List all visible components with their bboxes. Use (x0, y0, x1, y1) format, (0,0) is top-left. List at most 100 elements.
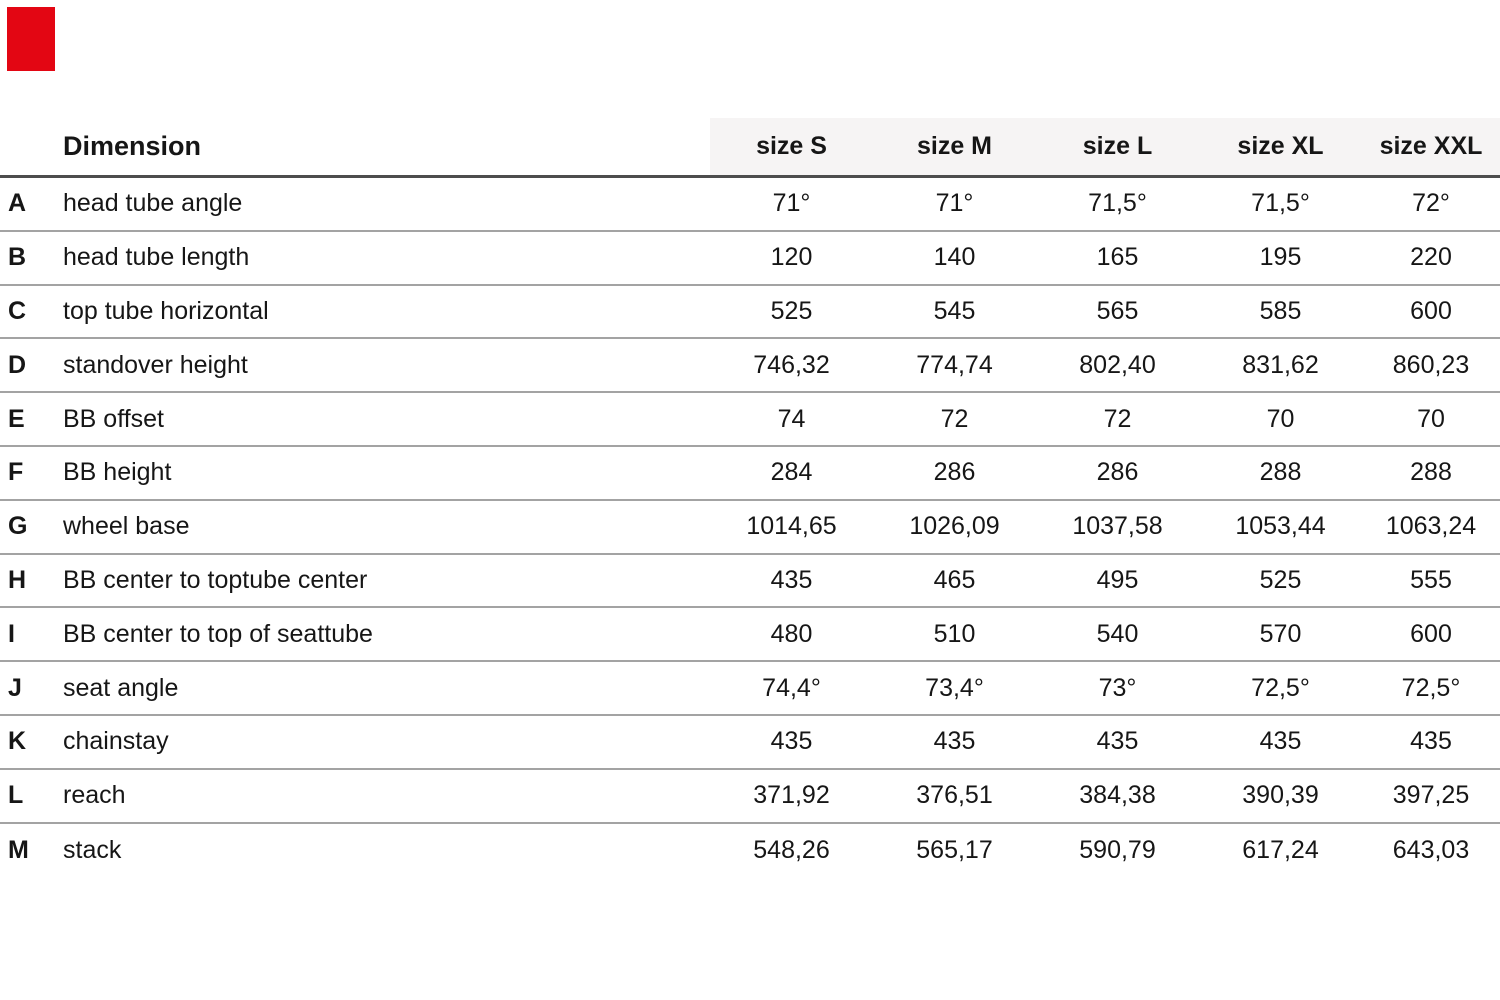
row-letter: E (8, 404, 25, 433)
row-label: stack (63, 835, 122, 864)
cell-value: 802,40 (1079, 350, 1156, 379)
cell-value: 288 (1410, 458, 1452, 487)
cell-value: 72° (1412, 189, 1450, 218)
row-letter: H (8, 565, 27, 594)
cell-value: 480 (770, 619, 813, 648)
cell-value: 585 (1259, 296, 1302, 325)
cell-value: 435 (1410, 727, 1452, 756)
row-label: top tube horizontal (63, 296, 269, 325)
row-letter: J (8, 673, 22, 702)
row-letter: I (8, 619, 15, 648)
cell-value: 70 (1266, 404, 1295, 433)
row-letter: F (8, 458, 24, 487)
cell-value: 435 (770, 727, 813, 756)
red-annotation-marker (7, 7, 55, 71)
row-letter: D (8, 350, 27, 379)
cell-value: 860,23 (1392, 350, 1470, 379)
geometry-table: Dimension size S size M size L size XL s… (0, 118, 1500, 877)
cell-value: 774,74 (916, 350, 993, 379)
row-label: BB center to toptube center (63, 565, 368, 594)
cell-value: 72 (1103, 404, 1132, 433)
cell-value: 600 (1410, 619, 1452, 648)
cell-value: 1037,58 (1072, 512, 1163, 541)
cell-value: 465 (933, 565, 976, 594)
row-letter: L (8, 781, 24, 810)
column-header-size-xxl: size XXL (1362, 118, 1500, 175)
row-letter: M (8, 835, 29, 864)
header-letter-spacer (0, 118, 55, 175)
cell-value: 1053,44 (1235, 512, 1326, 541)
cell-value: 71,5° (1251, 189, 1310, 218)
table-row: H BB center to toptube center 435 465 495 525… (0, 555, 1500, 609)
table-row: E BB offset 74 72 72 70 70 (0, 393, 1500, 447)
table-row: I BB center to top of seattube 480 510 540 57… (0, 608, 1500, 663)
cell-value: 71° (935, 189, 974, 218)
cell-value: 525 (770, 296, 813, 325)
cell-value: 284 (770, 458, 813, 487)
cell-value: 590,79 (1079, 835, 1156, 864)
row-label: standover height (63, 350, 248, 379)
column-header-size-s: size S (710, 118, 873, 175)
cell-value: 570 (1259, 619, 1302, 648)
cell-value: 120 (770, 243, 813, 272)
cell-value: 71,5° (1088, 189, 1147, 218)
cell-value: 746,32 (753, 350, 830, 379)
cell-value: 390,39 (1242, 781, 1319, 810)
row-label: head tube length (63, 243, 250, 272)
cell-value: 525 (1259, 565, 1302, 594)
cell-value: 600 (1410, 296, 1452, 325)
row-label: chainstay (63, 727, 169, 756)
cell-value: 1063,24 (1385, 512, 1477, 541)
row-letter: K (8, 727, 27, 756)
cell-value: 71° (772, 189, 811, 218)
cell-value: 540 (1096, 619, 1139, 648)
row-label: wheel base (63, 512, 190, 541)
cell-value: 288 (1259, 458, 1302, 487)
row-letter: C (8, 296, 27, 325)
cell-value: 376,51 (916, 781, 993, 810)
cell-value: 555 (1410, 565, 1452, 594)
cell-value: 140 (933, 243, 976, 272)
row-label: BB center to top of seattube (63, 619, 373, 648)
cell-value: 73,4° (925, 673, 984, 702)
cell-value: 74,4° (762, 673, 821, 702)
cell-value: 72,5° (1251, 673, 1310, 702)
column-header-size-m: size M (873, 118, 1036, 175)
cell-value: 72,5° (1401, 673, 1461, 702)
cell-value: 565,17 (916, 835, 993, 864)
cell-value: 548,26 (753, 835, 830, 864)
row-letter: G (8, 512, 28, 541)
cell-value: 384,38 (1079, 781, 1156, 810)
table-header-row: Dimension size S size M size L size XL s… (0, 118, 1500, 178)
column-header-size-xl: size XL (1199, 118, 1362, 175)
cell-value: 220 (1410, 243, 1452, 272)
cell-value: 73° (1098, 673, 1137, 702)
row-letter: B (8, 243, 27, 272)
cell-value: 435 (933, 727, 976, 756)
row-label: head tube angle (63, 189, 243, 218)
column-header-size-l: size L (1036, 118, 1199, 175)
cell-value: 195 (1259, 243, 1302, 272)
cell-value: 397,25 (1392, 781, 1470, 810)
cell-value: 286 (1096, 458, 1139, 487)
table-row: F BB height 284 286 286 288 288 (0, 447, 1500, 501)
cell-value: 70 (1417, 404, 1445, 433)
cell-value: 165 (1096, 243, 1139, 272)
cell-value: 286 (933, 458, 976, 487)
cell-value: 565 (1096, 296, 1139, 325)
row-letter: A (8, 189, 27, 218)
row-label: reach (63, 781, 126, 810)
cell-value: 371,92 (753, 781, 830, 810)
cell-value: 831,62 (1242, 350, 1319, 379)
cell-value: 1014,65 (746, 512, 837, 541)
cell-value: 545 (933, 296, 976, 325)
